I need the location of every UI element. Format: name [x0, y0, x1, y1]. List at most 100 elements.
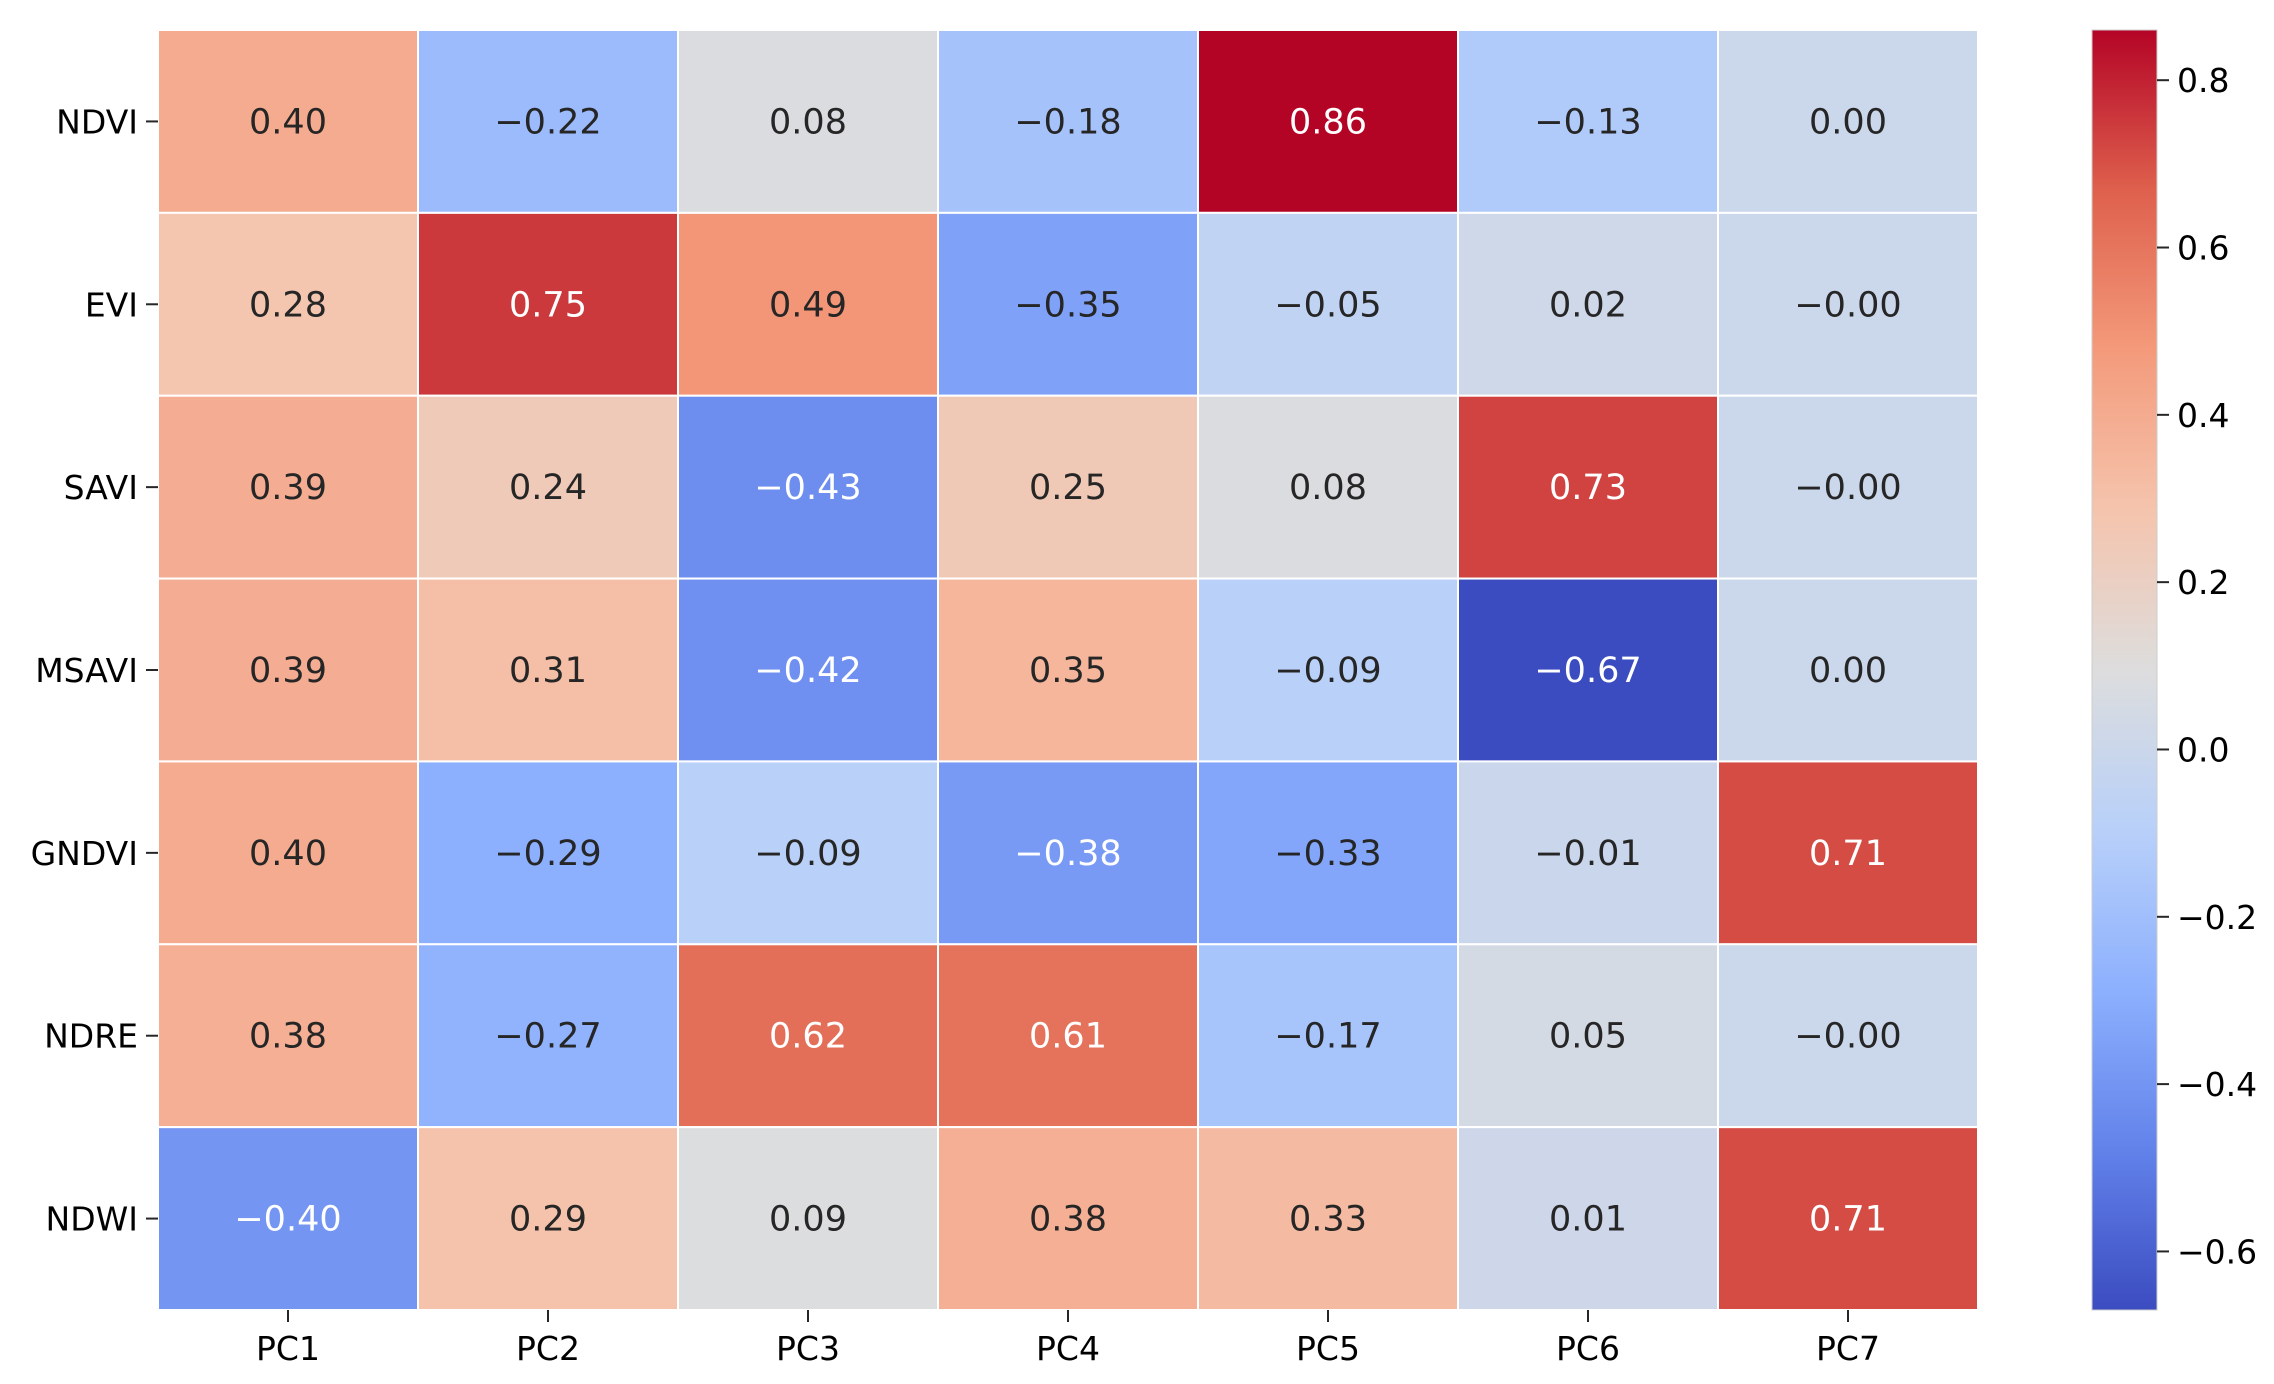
cell-value-label: 0.09: [769, 1200, 847, 1240]
heatmap-cell-ndwi-pc1: [157, 1126, 419, 1311]
heatmap-cell-evi-pc7: [1717, 211, 1979, 397]
cell-value-label: 0.71: [1809, 1200, 1887, 1240]
x-tick-label-pc7: PC7: [1816, 1329, 1880, 1368]
x-tick-label-pc2: PC2: [516, 1329, 580, 1368]
cell-value-label: −0.35: [1014, 285, 1121, 325]
heatmap-cell-ndre-pc1: [157, 943, 419, 1129]
cell-value-label: 0.31: [509, 651, 587, 691]
cell-value-label: 0.86: [1289, 102, 1367, 142]
colorbar-tick-label: −0.6: [2177, 1232, 2257, 1271]
cell-value-label: 0.25: [1029, 468, 1107, 508]
heatmap-cell-ndre-pc7: [1717, 943, 1979, 1129]
heatmap-cell-ndvi-pc3: [677, 29, 939, 214]
cell-value-label: 0.39: [249, 651, 327, 691]
cell-value-label: 0.39: [249, 468, 327, 508]
y-axis: NDVI EVI SAVI MSAVI GNDVI NDRE NDWI: [31, 102, 158, 1239]
heatmap-cell-evi-pc1: [157, 211, 419, 397]
heatmap-cell-ndvi-pc4: [937, 29, 1199, 214]
cell-value-label: −0.42: [754, 651, 861, 691]
cell-value-label: −0.29: [494, 834, 601, 874]
heatmap-cell-ndre-pc4: [937, 943, 1199, 1129]
y-tick-label-evi: EVI: [85, 285, 138, 324]
cell-value-label: 0.71: [1809, 834, 1887, 874]
y-tick-label-ndvi: NDVI: [56, 102, 138, 141]
heatmap-cell-msavi-pc2: [417, 577, 679, 763]
heatmap-cell-gndvi-pc3: [677, 760, 939, 946]
y-tick-label-ndre: NDRE: [44, 1017, 138, 1056]
cell-value-label: 0.38: [1029, 1200, 1107, 1240]
heatmap-cell-ndvi-pc1: [157, 29, 419, 214]
heatmap-cell-gndvi-pc1: [157, 760, 419, 946]
cell-value-label: 0.08: [1289, 468, 1367, 508]
heatmap-cell-ndre-pc3: [677, 943, 939, 1129]
cell-value-label: 0.29: [509, 1200, 587, 1240]
heatmap-cell-ndwi-pc3: [677, 1126, 939, 1311]
cell-value-label: 0.75: [509, 285, 587, 325]
cell-value-label: −0.27: [494, 1017, 601, 1057]
heatmap-cell-evi-pc6: [1457, 211, 1719, 397]
heatmap-cell-savi-pc1: [157, 394, 419, 580]
x-tick-label-pc6: PC6: [1556, 1329, 1620, 1368]
cell-value-label: 0.40: [249, 834, 327, 874]
x-tick-label-pc5: PC5: [1296, 1329, 1360, 1368]
cell-value-label: −0.22: [494, 102, 601, 142]
cell-value-label: 0.01: [1549, 1200, 1627, 1240]
cell-value-label: 0.02: [1549, 285, 1627, 325]
cell-value-label: 0.00: [1809, 102, 1887, 142]
heatmap-cell-labels: 0.40 −0.22 0.08 −0.18 0.86 −0.13 0.00 0.28 0.75 0…: [234, 102, 1901, 1239]
y-tick-label-ndwi: NDWI: [46, 1200, 138, 1239]
cell-value-label: 0.38: [249, 1017, 327, 1057]
heatmap-cell-ndwi-pc5: [1197, 1126, 1459, 1311]
cell-value-label: 0.28: [249, 285, 327, 325]
cell-value-label: 0.49: [769, 285, 847, 325]
cell-value-label: 0.35: [1029, 651, 1107, 691]
heatmap-cell-msavi-pc1: [157, 577, 419, 763]
heatmap-cell-msavi-pc4: [937, 577, 1199, 763]
x-tick-label-pc3: PC3: [776, 1329, 840, 1368]
cell-value-label: 0.00: [1809, 651, 1887, 691]
colorbar-tick-label: 0.0: [2177, 730, 2229, 769]
cell-value-label: −0.43: [754, 468, 861, 508]
cell-value-label: 0.05: [1549, 1017, 1627, 1057]
cell-value-label: −0.00: [1794, 1017, 1901, 1057]
heatmap-cell-savi-pc4: [937, 394, 1199, 580]
cell-value-label: −0.00: [1794, 285, 1901, 325]
colorbar-tick-label: −0.4: [2177, 1065, 2257, 1104]
colorbar-tick-label: −0.2: [2177, 898, 2257, 937]
heatmap-cell-msavi-pc6: [1457, 577, 1719, 763]
x-tick-label-pc4: PC4: [1036, 1329, 1100, 1368]
heatmap-cell-savi-pc2: [417, 394, 679, 580]
cell-value-label: −0.09: [1274, 651, 1381, 691]
heatmap-cell-ndwi-pc7: [1717, 1126, 1979, 1311]
heatmap-cell-savi-pc6: [1457, 394, 1719, 580]
cell-value-label: 0.62: [769, 1017, 847, 1057]
heatmap-cell-msavi-pc7: [1717, 577, 1979, 763]
heatmap-cell-savi-pc7: [1717, 394, 1979, 580]
heatmap-cell-ndwi-pc4: [937, 1126, 1199, 1311]
cell-value-label: 0.08: [769, 102, 847, 142]
heatmap-cell-ndre-pc5: [1197, 943, 1459, 1129]
heatmap-cell-ndvi-pc2: [417, 29, 679, 214]
cell-value-label: −0.09: [754, 834, 861, 874]
cell-value-label: −0.33: [1274, 834, 1381, 874]
cell-value-label: 0.40: [249, 102, 327, 142]
cell-value-label: −0.13: [1534, 102, 1641, 142]
cell-value-label: 0.24: [509, 468, 587, 508]
colorbar-tick-label: 0.2: [2177, 563, 2229, 602]
y-tick-label-gndvi: GNDVI: [31, 834, 138, 873]
heatmap-cell-ndre-pc2: [417, 943, 679, 1129]
cell-value-label: 0.61: [1029, 1017, 1107, 1057]
cell-value-label: 0.73: [1549, 468, 1627, 508]
colorbar-tick-label: 0.4: [2177, 396, 2229, 435]
colorbar-tick-label: 0.6: [2177, 229, 2229, 268]
heatmap-cell-ndvi-pc6: [1457, 29, 1719, 214]
heatmap-cell-savi-pc5: [1197, 394, 1459, 580]
x-axis: PC1 PC2 PC3 PC4 PC5 PC6 PC7: [256, 1310, 1880, 1368]
colorbar-tick-label: 0.8: [2177, 61, 2229, 100]
cell-value-label: −0.67: [1534, 651, 1641, 691]
heatmap-cell-evi-pc3: [677, 211, 939, 397]
cell-value-label: −0.18: [1014, 102, 1121, 142]
cell-value-label: −0.17: [1274, 1017, 1381, 1057]
